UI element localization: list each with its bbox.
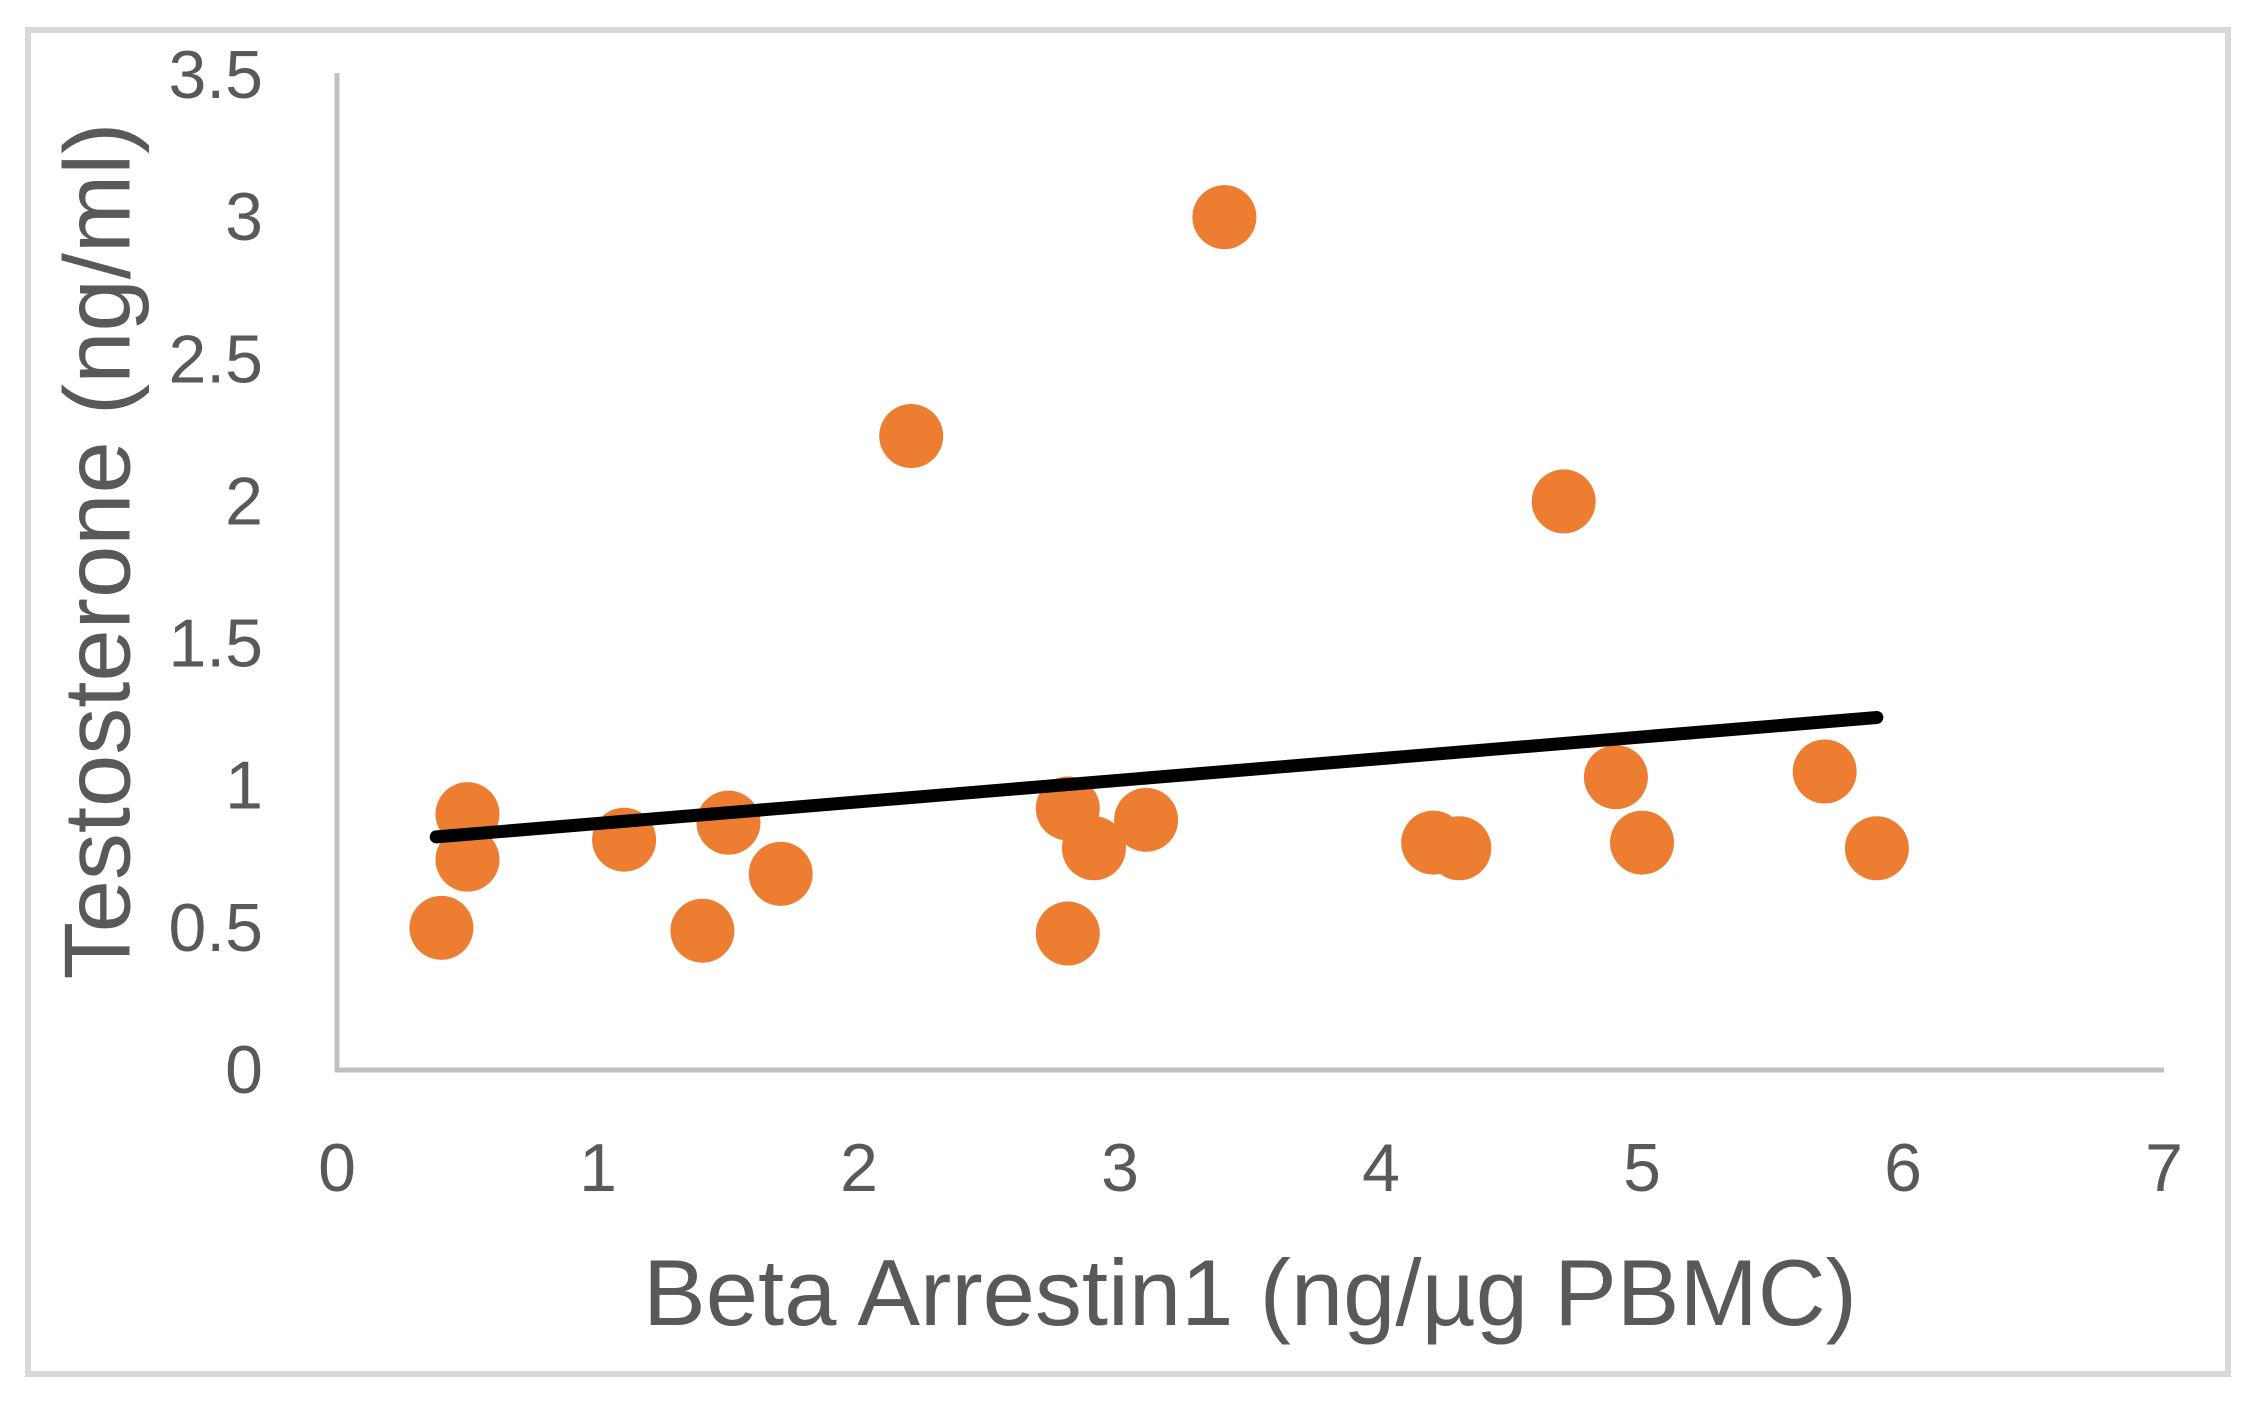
chart-frame (25, 27, 2231, 1377)
data-point (1114, 787, 1179, 852)
y-axis-title: Testosterone (ng/ml) (45, 123, 150, 980)
data-point (748, 841, 813, 906)
data-point (696, 790, 761, 855)
data-point (409, 895, 474, 960)
x-tick-label: 0 (318, 1130, 356, 1206)
data-point (1061, 816, 1126, 881)
y-tick-label: 3 (225, 179, 263, 255)
y-axis-tick-labels: 0 0.5 1 1.5 2 2.5 3 3.5 (168, 37, 263, 1108)
x-tick-label: 7 (2145, 1130, 2183, 1206)
x-axis-title: Beta Arrestin1 (ng/µg PBMC) (643, 1240, 1857, 1345)
data-point (1844, 816, 1909, 881)
data-point (670, 898, 735, 963)
y-tick-label: 2.5 (168, 321, 263, 397)
x-tick-label: 5 (1623, 1130, 1661, 1206)
y-tick-label: 1.5 (168, 606, 263, 682)
y-tick-label: 0.5 (168, 890, 263, 966)
data-point (1531, 469, 1596, 534)
y-tick-label: 0 (225, 1032, 263, 1108)
data-point (1035, 901, 1100, 966)
y-tick-label: 2 (225, 463, 263, 539)
x-axis-tick-labels: 0 1 2 3 4 5 6 7 (318, 1130, 2183, 1206)
trend-line (429, 710, 1884, 844)
data-point (435, 827, 500, 892)
x-tick-label: 3 (1101, 1130, 1139, 1206)
x-tick-label: 1 (579, 1130, 617, 1206)
x-tick-label: 6 (1884, 1130, 1922, 1206)
data-point (1610, 810, 1674, 875)
y-tick-label: 3.5 (168, 37, 263, 113)
data-point (1583, 745, 1648, 810)
data-point (879, 404, 944, 469)
data-point (1192, 185, 1257, 250)
x-tick-label: 4 (1362, 1130, 1400, 1206)
x-tick-label: 2 (840, 1130, 878, 1206)
data-point (1427, 816, 1492, 881)
data-point (1792, 739, 1857, 804)
y-tick-label: 1 (225, 748, 263, 824)
